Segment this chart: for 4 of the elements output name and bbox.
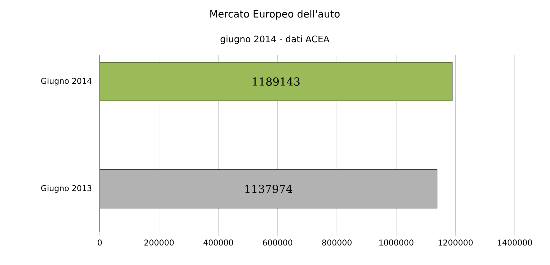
- data-label: 1189143: [253, 78, 300, 86]
- data-label: 1137974: [246, 184, 293, 194]
- chart-title: Mercato Europeo dell'auto: [210, 10, 340, 20]
- chart-subtitle: giugno 2014 - dati ACEA: [220, 36, 330, 44]
